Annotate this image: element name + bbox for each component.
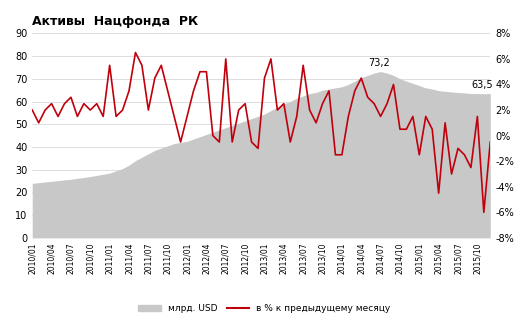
Text: 63,5: 63,5 (471, 80, 492, 90)
Text: 73,2: 73,2 (368, 58, 389, 68)
Text: Активы  Нацфонда  РК: Активы Нацфонда РК (32, 15, 198, 28)
Legend: млрд. USD, в % к предыдущему месяцу: млрд. USD, в % к предыдущему месяцу (135, 301, 394, 317)
